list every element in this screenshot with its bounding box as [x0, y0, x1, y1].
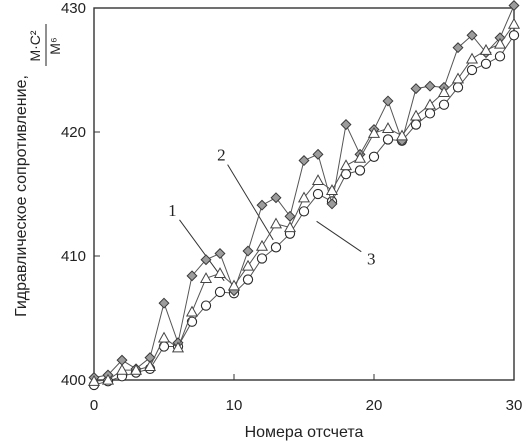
data-point-triangle [185, 305, 199, 317]
data-point-diamond [200, 254, 212, 266]
data-point-triangle [423, 98, 437, 110]
data-point-triangle [339, 159, 353, 171]
data-point-circle [354, 165, 366, 176]
data-point-circle [312, 188, 324, 200]
x-tick-label: 0 [90, 397, 98, 414]
data-point-triangle [381, 122, 395, 133]
data-point-triangle [451, 72, 465, 84]
data-point-circle [424, 108, 436, 119]
data-point-triangle [409, 109, 423, 121]
data-point-triangle [269, 217, 283, 229]
annotation-lines [179, 164, 362, 282]
data-point-circle [368, 151, 380, 162]
data-point-triangle [311, 174, 325, 186]
data-point-circle [438, 99, 450, 110]
x-tick-label: 10 [226, 397, 243, 414]
data-point-triangle [255, 239, 269, 251]
data-point-diamond [298, 155, 310, 167]
data-point-triangle [87, 375, 101, 386]
data-point-triangle [213, 267, 227, 279]
data-point-circle [494, 51, 506, 62]
data-point-diamond [382, 95, 394, 107]
data-point-triangle [157, 331, 171, 343]
series-3-markers [87, 17, 521, 386]
data-point-diamond [214, 248, 226, 260]
data-point-circle [270, 242, 282, 253]
data-point-circle [298, 206, 310, 217]
series-annotation-label: 1 [168, 201, 177, 220]
x-tick-label: 30 [506, 397, 523, 414]
plot-frame [93, 7, 515, 381]
series-annotation-label: 2 [217, 145, 226, 164]
data-point-triangle [241, 259, 255, 271]
data-point-circle [382, 134, 394, 145]
data-point-diamond [466, 29, 478, 41]
data-point-triangle [465, 52, 479, 64]
annotation-labels: 1 2 3 [168, 145, 375, 268]
data-point-circle [480, 58, 492, 69]
data-point-triangle [353, 151, 367, 163]
data-point-triangle [283, 221, 297, 233]
data-point-diamond [242, 245, 254, 257]
series-layer [87, 0, 521, 391]
series-annotation-label: 3 [367, 249, 376, 268]
series-3-line [93, 23, 515, 382]
data-point-triangle [297, 191, 311, 203]
data-point-triangle [199, 272, 213, 283]
data-point-triangle [227, 279, 241, 291]
data-point-circle [410, 119, 422, 130]
data-point-triangle [493, 37, 507, 49]
data-point-circle [200, 300, 212, 311]
annotation-leader-line [179, 219, 225, 282]
data-point-circle [508, 30, 520, 41]
data-point-triangle [143, 360, 157, 372]
data-point-triangle [479, 43, 493, 55]
data-point-diamond [326, 198, 338, 210]
data-point-triangle [325, 184, 339, 195]
data-point-circle [186, 316, 198, 327]
data-point-triangle [437, 86, 451, 97]
data-point-diamond [284, 210, 296, 222]
data-point-circle [256, 253, 268, 264]
data-point-diamond [270, 192, 282, 204]
data-point-triangle [507, 17, 521, 29]
data-point-diamond [256, 199, 268, 211]
data-point-circle [452, 82, 464, 93]
x-axis-title: Номера отсчета [245, 424, 364, 441]
x-tick-label: 20 [366, 397, 383, 414]
y-tick-label: 400 [61, 372, 86, 389]
data-point-circle [242, 274, 254, 285]
annotation-leader-line [316, 220, 362, 253]
data-point-diamond [410, 83, 422, 95]
annotation-leader-line [227, 164, 274, 241]
data-point-diamond [312, 148, 324, 160]
data-point-diamond [424, 80, 436, 92]
data-point-triangle [101, 373, 115, 385]
y-axis-title: Гидравлическое сопротивление, [13, 75, 30, 317]
data-point-circle [214, 286, 226, 298]
y-axis-unit-numerator: М·С² [27, 30, 43, 61]
y-tick-label: 420 [61, 124, 86, 141]
data-point-circle [466, 64, 478, 76]
data-point-triangle [171, 341, 185, 353]
ticks-layer: 0 10 20 30 400 410 420 430 [61, 0, 522, 414]
data-point-triangle [395, 129, 409, 141]
data-point-triangle [129, 363, 143, 375]
series-1-markers [88, 30, 520, 391]
y-tick-label: 410 [61, 248, 86, 265]
data-point-diamond [340, 119, 352, 131]
data-point-diamond [186, 270, 198, 282]
data-point-diamond [452, 42, 464, 54]
data-point-triangle [115, 363, 129, 375]
y-tick-label: 430 [61, 0, 86, 17]
y-axis-unit-denominator: М⁶ [47, 37, 63, 54]
data-point-diamond [508, 0, 520, 12]
data-point-triangle [367, 127, 381, 138]
data-point-diamond [158, 297, 170, 309]
